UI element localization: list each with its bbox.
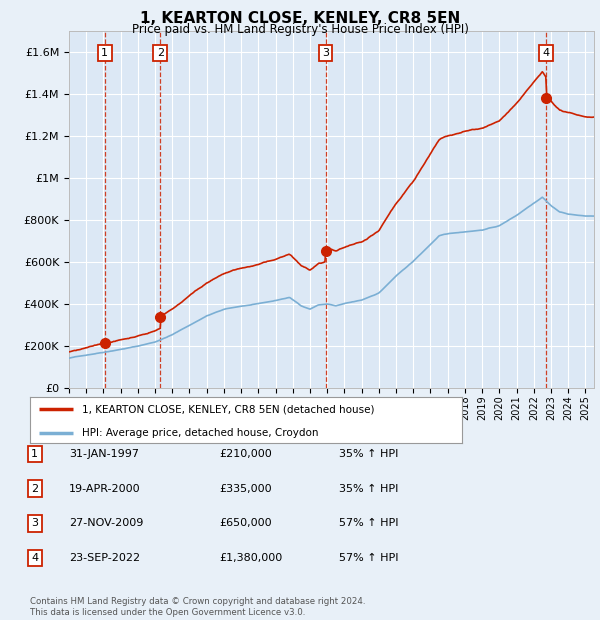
Text: HPI: Average price, detached house, Croydon: HPI: Average price, detached house, Croy… bbox=[82, 428, 319, 438]
Text: Contains HM Land Registry data © Crown copyright and database right 2024.
This d: Contains HM Land Registry data © Crown c… bbox=[30, 598, 365, 617]
Text: 1: 1 bbox=[101, 48, 109, 58]
Text: £335,000: £335,000 bbox=[219, 484, 272, 494]
Text: £650,000: £650,000 bbox=[219, 518, 272, 528]
Text: 27-NOV-2009: 27-NOV-2009 bbox=[69, 518, 143, 528]
Text: £1,380,000: £1,380,000 bbox=[219, 553, 282, 563]
Text: 1, KEARTON CLOSE, KENLEY, CR8 5EN: 1, KEARTON CLOSE, KENLEY, CR8 5EN bbox=[140, 11, 460, 26]
Text: £210,000: £210,000 bbox=[219, 449, 272, 459]
Text: 57% ↑ HPI: 57% ↑ HPI bbox=[339, 518, 398, 528]
Text: Price paid vs. HM Land Registry's House Price Index (HPI): Price paid vs. HM Land Registry's House … bbox=[131, 23, 469, 36]
Text: 57% ↑ HPI: 57% ↑ HPI bbox=[339, 553, 398, 563]
Text: 35% ↑ HPI: 35% ↑ HPI bbox=[339, 449, 398, 459]
Text: 4: 4 bbox=[543, 48, 550, 58]
Text: 4: 4 bbox=[31, 553, 38, 563]
Text: 2: 2 bbox=[157, 48, 164, 58]
Text: 2: 2 bbox=[31, 484, 38, 494]
Text: 23-SEP-2022: 23-SEP-2022 bbox=[69, 553, 140, 563]
Text: 1, KEARTON CLOSE, KENLEY, CR8 5EN (detached house): 1, KEARTON CLOSE, KENLEY, CR8 5EN (detac… bbox=[82, 404, 374, 414]
Text: 3: 3 bbox=[322, 48, 329, 58]
Text: 19-APR-2000: 19-APR-2000 bbox=[69, 484, 140, 494]
Text: 31-JAN-1997: 31-JAN-1997 bbox=[69, 449, 139, 459]
Text: 1: 1 bbox=[31, 449, 38, 459]
Text: 3: 3 bbox=[31, 518, 38, 528]
Text: 35% ↑ HPI: 35% ↑ HPI bbox=[339, 484, 398, 494]
